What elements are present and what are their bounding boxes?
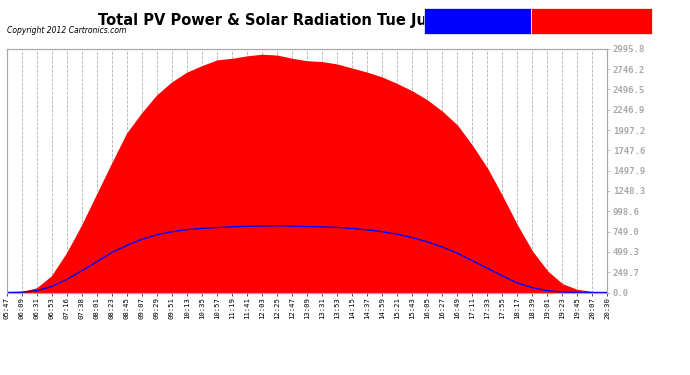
Text: Copyright 2012 Cartronics.com: Copyright 2012 Cartronics.com (7, 26, 126, 35)
Text: Total PV Power & Solar Radiation Tue Jul 10 20:30: Total PV Power & Solar Radiation Tue Jul… (98, 13, 509, 28)
Text: PV Panels  (DC Watts): PV Panels (DC Watts) (543, 16, 640, 25)
Text: Radiation  (w/m2): Radiation (w/m2) (439, 16, 517, 25)
